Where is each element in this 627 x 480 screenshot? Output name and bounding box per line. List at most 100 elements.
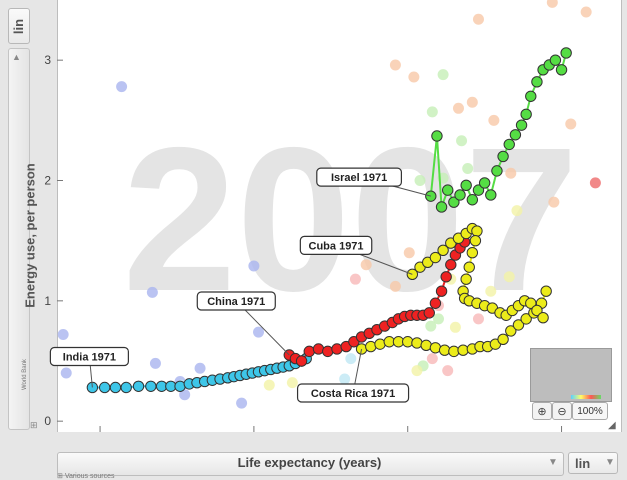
trail-point — [520, 313, 532, 325]
background-bubble — [389, 280, 401, 292]
background-bubble — [414, 175, 426, 187]
background-bubble — [472, 13, 484, 25]
trail-point — [460, 273, 472, 285]
trail-point — [429, 297, 442, 309]
trail-point — [322, 345, 334, 358]
trail-point — [295, 355, 308, 367]
callout-label: Costa Rica 1971 — [311, 388, 395, 400]
trail-point — [503, 138, 515, 151]
zoom-level[interactable]: 100% — [572, 402, 608, 420]
background-bubble — [442, 365, 454, 377]
background-bubble — [360, 259, 372, 271]
trail-point — [515, 119, 528, 131]
trail-point — [497, 333, 509, 346]
zoom-in-button[interactable]: ⊕ — [532, 402, 552, 420]
trail-point — [469, 234, 482, 247]
trail-point — [466, 247, 479, 259]
background-bubble — [503, 271, 515, 283]
background-bubble — [485, 285, 497, 297]
zoom-out-button[interactable]: ⊖ — [552, 402, 572, 420]
x-axis-indicator-select[interactable] — [57, 452, 564, 476]
background-bubble — [426, 106, 438, 118]
trail-point — [431, 130, 443, 142]
y-tick-label: 0 — [44, 414, 51, 428]
x-source-label: ⊞ Various sources — [57, 473, 115, 480]
chevron-down-icon[interactable]: ▲ — [12, 52, 21, 62]
background-bubble — [589, 177, 601, 189]
background-bubble — [408, 71, 420, 83]
background-bubble — [452, 102, 464, 114]
callout-box — [49, 346, 129, 367]
trail-point — [365, 340, 377, 353]
x-scale-select[interactable]: lin — [568, 452, 618, 474]
y-tick-label: 1 — [44, 294, 51, 308]
callout-label: Israel 1971 — [331, 172, 387, 184]
background-bubble — [462, 162, 474, 174]
country-trails — [86, 47, 572, 394]
axes: 506070800123 — [44, 53, 563, 432]
grid-icon[interactable]: ⊞ — [30, 420, 38, 430]
background-bubble — [403, 247, 415, 259]
background-bubble — [146, 286, 158, 298]
callout-label: India 1971 — [63, 351, 116, 363]
resize-icon[interactable]: ◢ — [608, 420, 616, 431]
trail-point — [438, 344, 451, 356]
trail-point — [312, 343, 325, 355]
trail-point — [402, 336, 414, 348]
trail-point — [448, 345, 460, 358]
x-scale-label: lin — [575, 455, 591, 471]
background-bubble — [488, 114, 500, 126]
x-axis-label: Life expectancy (years) — [237, 455, 382, 470]
background-bubble — [548, 196, 560, 208]
trail-point — [457, 344, 469, 356]
callout-label: China 1971 — [207, 296, 265, 308]
chevron-down-icon[interactable]: ▼ — [605, 457, 615, 468]
background-bubble — [194, 362, 206, 374]
trail-point — [98, 381, 111, 394]
background-bubble — [432, 313, 444, 325]
y-axis-indicator-select[interactable] — [8, 48, 30, 430]
trail-point — [497, 150, 509, 163]
background-bubble — [339, 373, 351, 385]
trail-point — [509, 129, 522, 141]
background-bubble — [253, 326, 265, 338]
background-bubble — [565, 118, 577, 130]
background-bubble — [426, 353, 438, 365]
trail-point — [472, 184, 485, 196]
background-bubble — [437, 69, 449, 81]
trail-point — [485, 189, 497, 201]
background-bubble — [60, 367, 72, 379]
chevron-down-icon[interactable]: ▼ — [548, 457, 558, 468]
background-bubble — [286, 377, 298, 389]
trail-point — [445, 259, 457, 271]
trail-point — [429, 342, 442, 354]
country-callouts: India 1971 China 1971 Costa Rica 1971 Cuba … — [49, 167, 431, 403]
trail-point — [420, 339, 432, 352]
trail-point — [555, 64, 568, 76]
trail-point — [109, 381, 122, 394]
trail-point — [454, 189, 466, 201]
trail-point — [132, 380, 145, 392]
trail-point — [531, 76, 543, 88]
background-bubble — [345, 353, 357, 365]
background-bubble — [248, 260, 260, 272]
trail-point — [460, 179, 472, 192]
callout-label: Cuba 1971 — [309, 240, 364, 252]
trail-point — [429, 251, 442, 264]
trail-point — [531, 304, 543, 317]
trail-point — [537, 311, 549, 324]
trail-point — [435, 201, 448, 213]
zoom-in-icon: ⊕ — [537, 405, 547, 418]
trail-point — [478, 177, 491, 189]
background-bubble — [546, 0, 558, 8]
trail-point — [525, 297, 537, 309]
background-bubble — [349, 273, 361, 285]
callout-box — [196, 291, 276, 311]
trail-point — [512, 319, 525, 331]
trail-point — [520, 108, 532, 121]
minimap[interactable] — [530, 348, 612, 402]
y-tick-label: 3 — [44, 53, 51, 67]
y-scale-select[interactable]: lin — [8, 8, 30, 44]
